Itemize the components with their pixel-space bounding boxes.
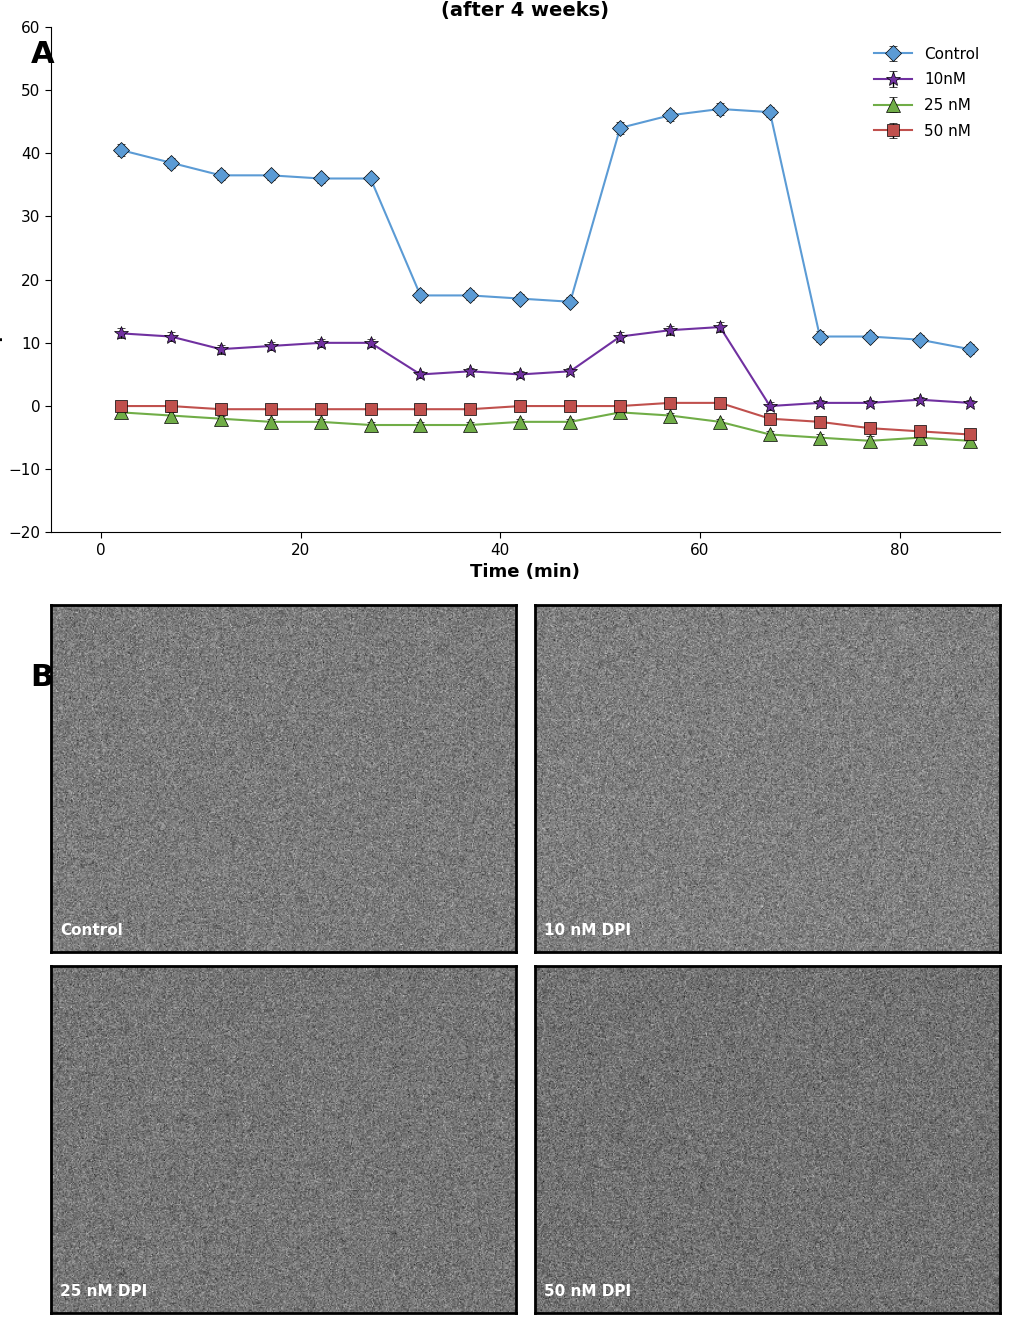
Text: 10 nM DPI: 10 nM DPI (543, 923, 631, 938)
Text: 50 nM DPI: 50 nM DPI (543, 1284, 631, 1300)
Text: A: A (31, 40, 54, 70)
Text: B: B (31, 663, 54, 693)
X-axis label: Time (min): Time (min) (470, 563, 580, 582)
Title: DPI-treated MCF7 cells
(after 4 weeks): DPI-treated MCF7 cells (after 4 weeks) (399, 0, 650, 20)
Legend: Control, 10nM, 25 nM, 50 nM: Control, 10nM, 25 nM, 50 nM (861, 35, 991, 151)
Y-axis label: OCR (pmol/min/Hoechst): OCR (pmol/min/Hoechst) (0, 165, 3, 394)
Text: Control: Control (60, 923, 123, 938)
Text: 25 nM DPI: 25 nM DPI (60, 1284, 148, 1300)
